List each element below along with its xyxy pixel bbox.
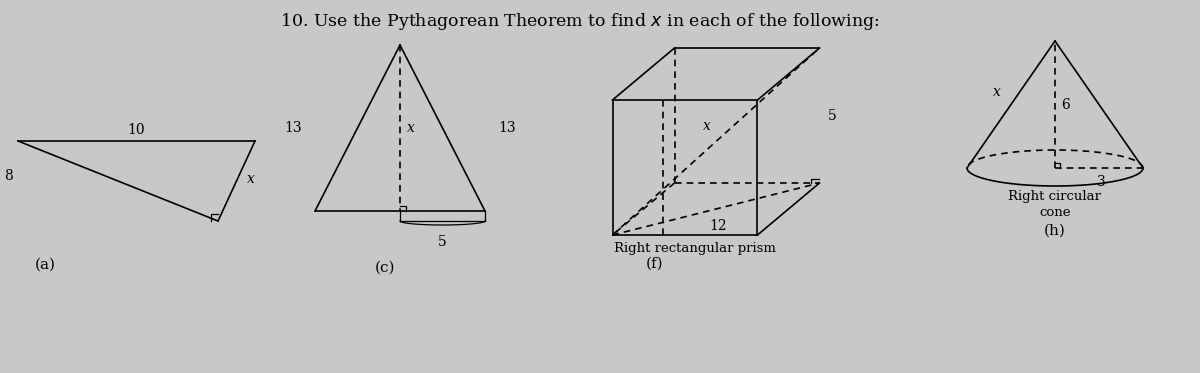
Text: Right rectangular prism: Right rectangular prism <box>614 242 776 255</box>
Text: x: x <box>994 85 1001 98</box>
Text: (a): (a) <box>35 258 55 272</box>
Text: (f): (f) <box>646 257 664 271</box>
Text: Right circular: Right circular <box>1008 190 1102 203</box>
Text: 8: 8 <box>5 169 13 183</box>
Text: x: x <box>407 121 415 135</box>
Text: 5: 5 <box>438 235 446 249</box>
Text: 13: 13 <box>284 121 302 135</box>
Text: 13: 13 <box>498 121 516 135</box>
Text: 5: 5 <box>828 109 836 122</box>
Text: 10: 10 <box>127 123 145 137</box>
Text: (c): (c) <box>374 261 395 275</box>
Text: 3: 3 <box>1097 175 1105 189</box>
Text: 6: 6 <box>1061 97 1069 112</box>
Text: 12: 12 <box>709 219 727 233</box>
Text: x: x <box>246 172 254 186</box>
Text: 10. Use the Pythagorean Theorem to find $x$ in each of the following:: 10. Use the Pythagorean Theorem to find … <box>281 11 880 32</box>
Text: x: x <box>703 119 710 134</box>
Text: cone: cone <box>1039 206 1070 219</box>
Text: (h): (h) <box>1044 224 1066 238</box>
